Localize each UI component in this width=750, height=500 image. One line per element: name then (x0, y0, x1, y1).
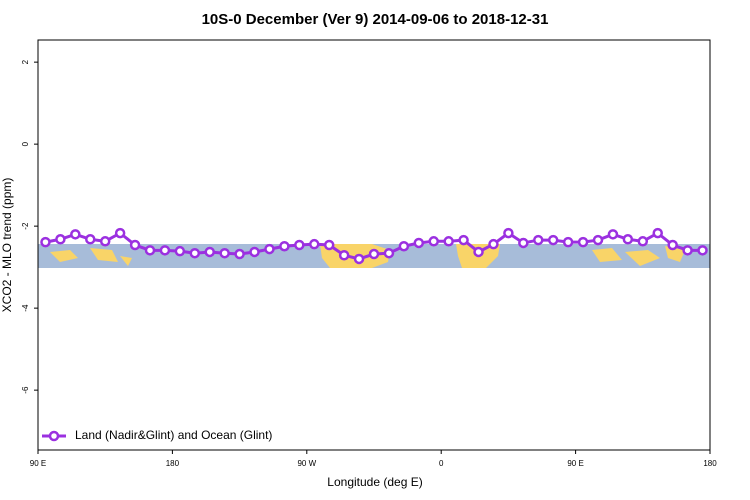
data-point (338, 250, 350, 261)
data-point (503, 227, 514, 239)
data-point (592, 234, 604, 246)
data-point (652, 227, 663, 239)
map-strip (38, 244, 710, 268)
x-tick-label: 90 E (30, 459, 46, 468)
data-point (323, 239, 335, 251)
data-point (309, 238, 320, 250)
data-point (637, 236, 649, 247)
data-point (159, 245, 171, 256)
data-point (55, 234, 66, 245)
data-point (264, 243, 275, 255)
data-point (562, 236, 574, 248)
data-point (294, 239, 305, 251)
y-tick-label: 0 (21, 141, 30, 146)
data-point (204, 246, 215, 258)
data-point (70, 229, 81, 240)
data-point (40, 236, 51, 248)
data-point (697, 245, 708, 256)
x-tick-label: 180 (166, 459, 180, 468)
data-point (383, 247, 395, 259)
data-point (368, 248, 380, 260)
data-point (279, 240, 290, 252)
data-point (488, 238, 499, 250)
data-point (533, 234, 544, 246)
data-point (577, 236, 589, 248)
data-point (607, 229, 619, 240)
data-point (547, 234, 559, 246)
y-tick-label: -4 (21, 304, 30, 312)
data-point (353, 253, 365, 265)
data-point (114, 227, 126, 239)
data-point (667, 239, 678, 251)
x-tick-label: 0 (439, 459, 444, 468)
data-point (189, 247, 201, 259)
data-point (144, 245, 156, 256)
chart-title: 10S-0 December (Ver 9) 2014-09-06 to 201… (202, 11, 549, 28)
y-axis-label: XCO2 - MLO trend (ppm) (0, 178, 14, 313)
data-point (682, 245, 693, 256)
data-point (473, 246, 484, 258)
y-tick-label: -6 (21, 386, 30, 394)
data-point (174, 245, 186, 257)
data-point (443, 236, 454, 247)
plot-frame (37, 39, 711, 451)
x-tick-label: 90 E (567, 459, 583, 468)
data-point (413, 237, 425, 249)
x-axis-label: Longitude (deg E) (327, 475, 422, 489)
y-tick-label: -2 (21, 222, 30, 230)
data-point (99, 236, 111, 247)
legend-label: Land (Nadir&Glint) and Ocean (Glint) (75, 428, 272, 442)
data-point (518, 237, 529, 249)
x-tick-label: 90 W (297, 459, 316, 468)
data-point (219, 247, 230, 259)
y-tick-label: 2 (21, 59, 30, 64)
legend-marker (48, 430, 60, 442)
data-point (428, 236, 439, 247)
x-tick-label: 180 (703, 459, 717, 468)
data-point (622, 234, 634, 245)
data-point (458, 234, 469, 246)
data-point (129, 239, 141, 251)
data-point (249, 246, 260, 258)
data-point (398, 240, 410, 252)
data-point (234, 248, 245, 260)
data-point (85, 234, 96, 245)
